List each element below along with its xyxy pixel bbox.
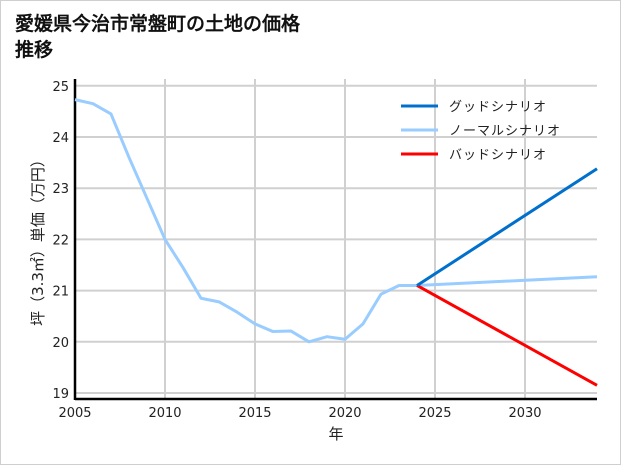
x-axis-label: 年	[328, 425, 343, 443]
y-axis-label: 坪（3.3㎡）単価（万円）	[29, 152, 47, 326]
y-tick-label: 22	[52, 233, 69, 248]
chart-title: 愛媛県今治市常盤町の土地の価格推移	[15, 13, 301, 61]
y-tick-label: 25	[52, 80, 69, 95]
y-tick-label: 21	[52, 285, 69, 300]
legend-label-1: ノーマルシナリオ	[449, 124, 561, 139]
x-tick-label: 2010	[148, 406, 181, 421]
y-tick-label: 20	[52, 336, 69, 351]
x-tick-label: 2005	[58, 406, 91, 421]
series-line-0	[416, 167, 598, 287]
x-tick-label: 2020	[328, 406, 361, 421]
series-line-1	[74, 98, 598, 344]
y-tick-label: 24	[52, 131, 69, 146]
legend-label-2: バッドシナリオ	[449, 148, 547, 163]
x-tick-label: 2015	[238, 406, 271, 421]
y-tick-label: 19	[52, 387, 69, 402]
series-line-2	[416, 284, 598, 387]
y-tick-label: 23	[52, 182, 69, 197]
x-tick-label: 2025	[418, 406, 451, 421]
x-tick-label: 2030	[508, 406, 541, 421]
legend-label-0: グッドシナリオ	[449, 100, 547, 115]
